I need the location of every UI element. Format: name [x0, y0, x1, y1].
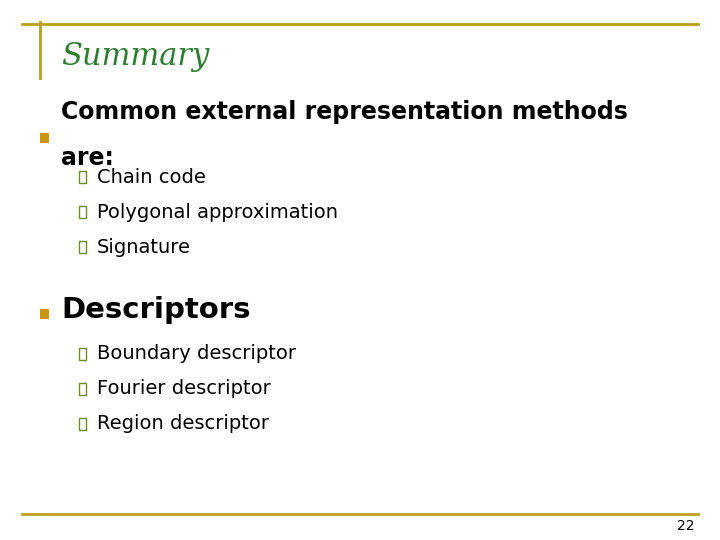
- Bar: [79, 383, 86, 395]
- Text: Summary: Summary: [61, 41, 210, 72]
- Text: Region descriptor: Region descriptor: [97, 414, 269, 434]
- Text: Chain code: Chain code: [97, 167, 206, 187]
- Bar: [79, 206, 86, 218]
- Text: Signature: Signature: [97, 238, 192, 257]
- Bar: [79, 171, 86, 183]
- Bar: [40, 133, 50, 143]
- Text: Common external representation methods: Common external representation methods: [61, 100, 628, 124]
- Bar: [79, 418, 86, 430]
- Text: Descriptors: Descriptors: [61, 296, 251, 325]
- Text: Boundary descriptor: Boundary descriptor: [97, 344, 296, 363]
- Bar: [79, 241, 86, 253]
- Bar: [79, 348, 86, 360]
- Text: are:: are:: [61, 146, 114, 170]
- Text: Fourier descriptor: Fourier descriptor: [97, 379, 271, 399]
- Text: Polygonal approximation: Polygonal approximation: [97, 202, 338, 222]
- Text: 22: 22: [678, 519, 695, 534]
- Bar: [40, 309, 50, 319]
